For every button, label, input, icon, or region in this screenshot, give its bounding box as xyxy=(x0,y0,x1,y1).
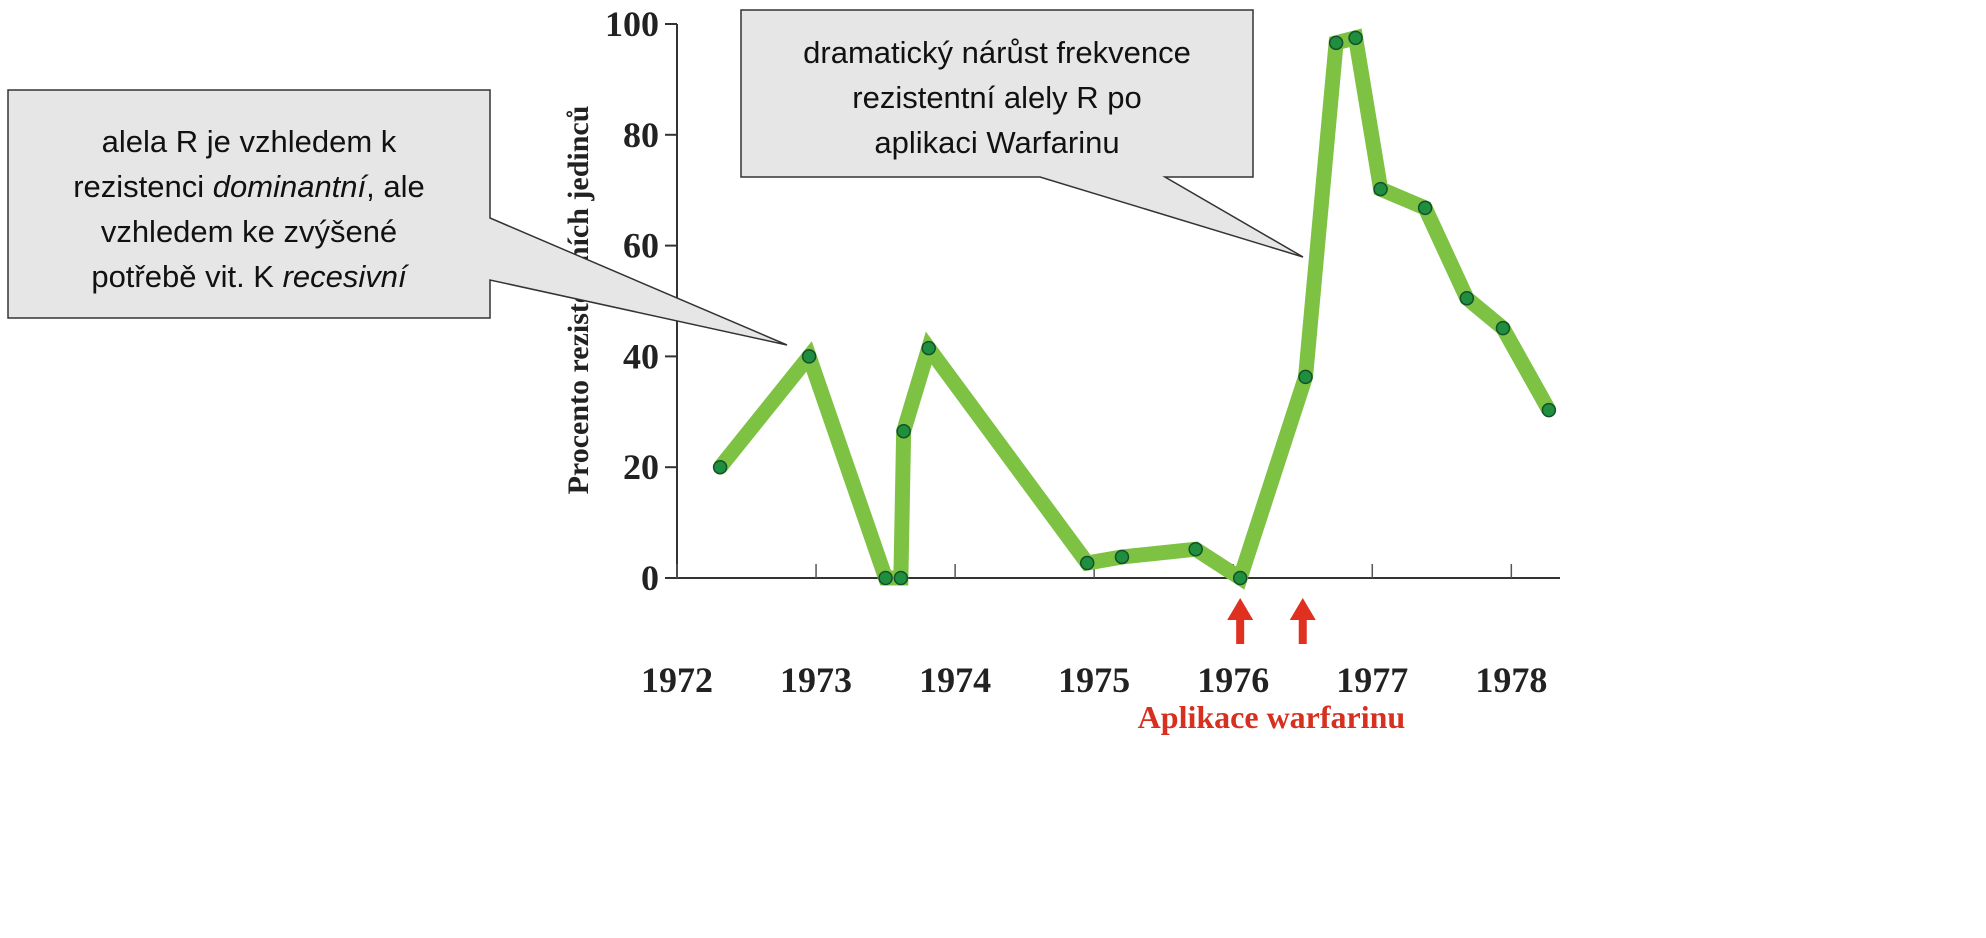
y-tick-label: 100 xyxy=(605,4,659,44)
callout-line: alela R je vzhledem k xyxy=(102,124,397,159)
callout-line: rezistenci dominantní, ale xyxy=(73,169,425,204)
x-tick-label: 1973 xyxy=(780,660,852,700)
data-point xyxy=(1328,35,1344,51)
x-tick-label: 1977 xyxy=(1336,660,1408,700)
data-point xyxy=(1298,369,1313,385)
text: potřebě vit. K xyxy=(91,259,282,294)
arrow xyxy=(1289,598,1316,644)
data-point xyxy=(893,570,909,586)
callout-line: aplikaci Warfarinu xyxy=(874,125,1119,160)
data-point xyxy=(1373,181,1388,197)
plot: 0 20 40 60 80 100 1972 1973 1974 1975 1976 1977 1978 xyxy=(605,4,1560,700)
callout-line: vzhledem ke zvýšené xyxy=(101,214,397,249)
text: vzhledem ke zvýšené xyxy=(101,214,397,249)
text: alela R je vzhledem k xyxy=(102,124,397,159)
y-tick-label: 60 xyxy=(623,226,659,266)
arrow xyxy=(1227,598,1254,644)
x-tick-label: 1976 xyxy=(1197,660,1269,700)
data-point xyxy=(878,570,893,586)
text: dominantní xyxy=(213,169,370,204)
text: , ale xyxy=(366,169,425,204)
data-point xyxy=(1495,320,1511,336)
y-tick-label: 80 xyxy=(623,115,659,155)
data-point xyxy=(1188,541,1203,557)
left-callout: alela R je vzhledem k rezistenci dominan… xyxy=(7,89,788,346)
x-tick-label: 1975 xyxy=(1058,660,1130,700)
y-tick-label: 20 xyxy=(623,447,659,487)
x-axis-label: Aplikace warfarinu xyxy=(1138,699,1406,735)
data-point xyxy=(1348,30,1363,46)
callout-box xyxy=(740,9,1304,258)
callout-box xyxy=(7,89,788,346)
data-point xyxy=(896,423,911,439)
callout-line: rezistentní alely R po xyxy=(852,80,1141,115)
data-point xyxy=(1459,290,1475,306)
data-point xyxy=(1232,570,1248,586)
data-point xyxy=(1114,549,1130,565)
x-tick-label: 1974 xyxy=(919,660,991,700)
y-tick-label: 40 xyxy=(623,336,659,376)
text: recesivní xyxy=(283,259,410,294)
data-point xyxy=(1417,200,1433,216)
data-point xyxy=(1541,402,1557,418)
right-callout: dramatický nárůst frekvence rezistentní … xyxy=(740,9,1304,258)
data-point xyxy=(801,349,817,364)
y-tick-label: 0 xyxy=(641,558,659,598)
text: rezistenci xyxy=(73,169,213,204)
data-point xyxy=(1079,555,1095,571)
data-point xyxy=(921,340,936,356)
data-point xyxy=(712,459,728,475)
callout-line: potřebě vit. K recesivní xyxy=(91,259,410,294)
callout-line: dramatický nárůst frekvence xyxy=(803,35,1191,70)
x-tick-label: 1978 xyxy=(1475,660,1547,700)
x-tick-label: 1972 xyxy=(641,660,713,700)
